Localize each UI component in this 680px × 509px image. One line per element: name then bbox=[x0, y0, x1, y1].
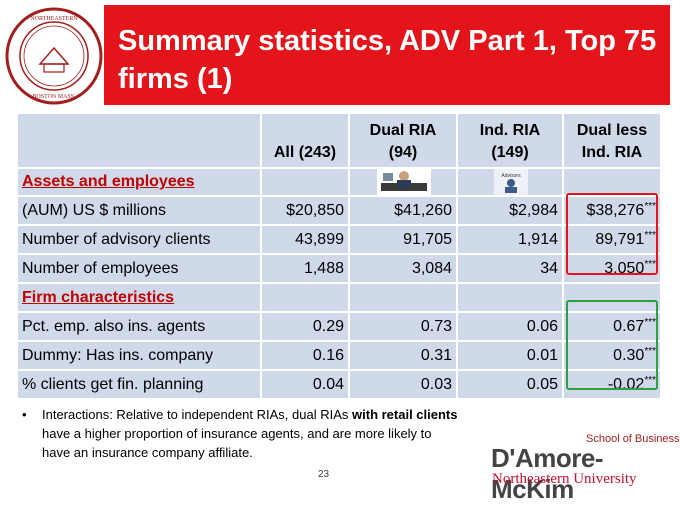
table-row: Number of employees 1,488 3,084 34 3,050… bbox=[16, 253, 662, 284]
cell-ind: 34 bbox=[456, 253, 564, 284]
cell-ind: 1,914 bbox=[456, 224, 564, 255]
highlight-box-green bbox=[566, 300, 658, 390]
header-dual-less-ind: Dual less Ind. RIA bbox=[562, 112, 662, 169]
row-label: (AUM) US $ millions bbox=[16, 195, 262, 226]
header-blank bbox=[16, 112, 262, 169]
cell-all: 0.29 bbox=[260, 311, 350, 342]
cell-diff: $38,276*** bbox=[562, 195, 662, 226]
highlight-box-red bbox=[566, 193, 658, 275]
cell-diff: 3,050*** bbox=[562, 253, 662, 284]
cell-ind: 0.05 bbox=[456, 369, 564, 400]
row-label: Pct. emp. also ins. agents bbox=[16, 311, 262, 342]
logo-main-text: D'Amore-McKim bbox=[491, 443, 603, 504]
slide-title: Summary statistics, ADV Part 1, Top 75 f… bbox=[118, 25, 657, 95]
cell-dual: 0.31 bbox=[348, 340, 458, 371]
cell-dual: 0.03 bbox=[348, 369, 458, 400]
cell-all: 0.04 bbox=[260, 369, 350, 400]
cell-ind: $2,984 bbox=[456, 195, 564, 226]
person-at-desk-image bbox=[377, 170, 431, 194]
header-ind-ria: Ind. RIA (149) bbox=[456, 112, 564, 169]
cell-all: $20,850 bbox=[260, 195, 350, 226]
table-row: Pct. emp. also ins. agents 0.29 0.73 0.0… bbox=[16, 311, 662, 342]
cell-ind: 0.01 bbox=[456, 340, 564, 371]
section-label-assets: Assets and employees bbox=[16, 167, 262, 197]
cell-all: 0.16 bbox=[260, 340, 350, 371]
cell-diff: 0.30*** bbox=[562, 340, 662, 371]
table-row: Dummy: Has ins. company 0.16 0.31 0.01 0… bbox=[16, 340, 662, 371]
cell-diff: 89,791*** bbox=[562, 224, 662, 255]
row-label: Number of advisory clients bbox=[16, 224, 262, 255]
header-all: All (243) bbox=[260, 112, 350, 169]
logo-school-label: School of Business bbox=[586, 433, 680, 445]
bullet-symbol: • bbox=[22, 407, 27, 422]
statistics-table: All (243) Dual RIA (94) Ind. RIA (149) D… bbox=[16, 112, 662, 400]
bullet-text-bold: with retail clients bbox=[352, 407, 458, 422]
row-label: Dummy: Has ins. company bbox=[16, 340, 262, 371]
cell-dual: 91,705 bbox=[348, 224, 458, 255]
logo-university-text: Northeastern University bbox=[492, 471, 637, 487]
cell-ind: 0.06 bbox=[456, 311, 564, 342]
cell-diff: 0.67*** bbox=[562, 311, 662, 342]
cell-all: 1,488 bbox=[260, 253, 350, 284]
table-row: (AUM) US $ millions $20,850 $41,260 $2,9… bbox=[16, 195, 662, 226]
table-row: Number of advisory clients 43,899 91,705… bbox=[16, 224, 662, 255]
header-dual-ria: Dual RIA (94) bbox=[348, 112, 458, 169]
section-row-assets: Assets and employees Advisors bbox=[16, 167, 662, 197]
svg-text:NORTHEASTERN: NORTHEASTERN bbox=[30, 16, 78, 22]
bullet-text-prefix: Interactions: Relative to independent RI… bbox=[42, 407, 353, 422]
cell-all: 43,899 bbox=[260, 224, 350, 255]
table-row: % clients get fin. planning 0.04 0.03 0.… bbox=[16, 369, 662, 400]
title-banner bbox=[104, 5, 670, 105]
row-label: Number of employees bbox=[16, 253, 262, 284]
svg-text:Advisors: Advisors bbox=[501, 173, 521, 179]
bullet-text-suffix: have a higher proportion of insurance ag… bbox=[42, 426, 432, 460]
svg-text:BOSTON MASS.: BOSTON MASS. bbox=[32, 94, 76, 100]
page-number: 23 bbox=[318, 469, 330, 480]
row-label: % clients get fin. planning bbox=[16, 369, 262, 400]
advisor-icon-image: Advisors bbox=[494, 170, 528, 194]
section-label-firm: Firm characteristics bbox=[16, 282, 262, 313]
section-row-firm: Firm characteristics bbox=[16, 282, 662, 313]
cell-dual: 3,084 bbox=[348, 253, 458, 284]
cell-dual: $41,260 bbox=[348, 195, 458, 226]
cell-dual: 0.73 bbox=[348, 311, 458, 342]
university-seal-logo: NORTHEASTERN BOSTON MASS. bbox=[5, 7, 103, 105]
cell-diff: -0.02*** bbox=[562, 369, 662, 400]
table-header-row: All (243) Dual RIA (94) Ind. RIA (149) D… bbox=[16, 112, 662, 169]
